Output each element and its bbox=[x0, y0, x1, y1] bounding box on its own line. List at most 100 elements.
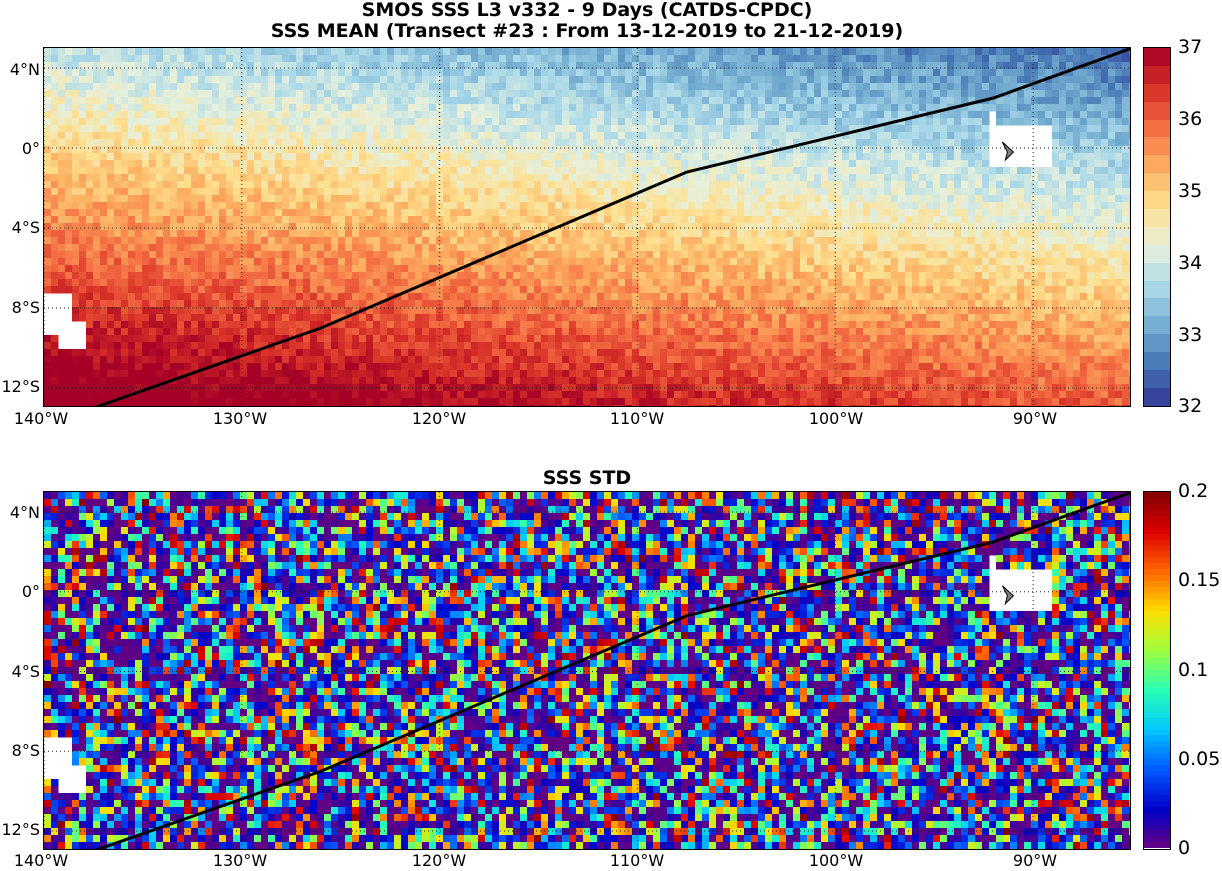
grid-cell bbox=[226, 83, 234, 91]
grid-cell bbox=[219, 146, 227, 154]
grid-cell bbox=[856, 139, 864, 147]
grid-cell bbox=[590, 223, 598, 231]
grid-cell bbox=[702, 153, 710, 161]
grid-cell bbox=[492, 76, 500, 84]
grid-cell bbox=[478, 251, 486, 259]
grid-cell bbox=[51, 97, 59, 105]
grid-cell bbox=[625, 209, 633, 217]
grid-cell bbox=[65, 223, 73, 231]
grid-cell bbox=[471, 118, 479, 126]
grid-cell bbox=[422, 76, 430, 84]
grid-cell bbox=[317, 146, 325, 154]
grid-cell bbox=[93, 69, 101, 77]
grid-cell bbox=[289, 69, 297, 77]
grid-cell bbox=[1059, 258, 1067, 266]
grid-cell bbox=[982, 55, 990, 63]
grid-cell bbox=[870, 125, 878, 133]
grid-cell bbox=[163, 188, 171, 196]
grid-cell bbox=[1108, 265, 1116, 273]
grid-cell bbox=[618, 216, 626, 224]
grid-cell bbox=[205, 251, 213, 259]
grid-cell bbox=[1087, 125, 1095, 133]
grid-cell bbox=[716, 223, 724, 231]
grid-cell bbox=[954, 48, 962, 56]
grid-cell bbox=[772, 174, 780, 182]
grid-cell bbox=[247, 153, 255, 161]
grid-cell bbox=[548, 188, 556, 196]
grid-cell bbox=[464, 230, 472, 238]
grid-cell bbox=[86, 237, 94, 245]
grid-cell bbox=[163, 76, 171, 84]
grid-cell bbox=[870, 202, 878, 210]
grid-cell bbox=[835, 48, 843, 56]
grid-cell bbox=[583, 230, 591, 238]
grid-cell bbox=[625, 139, 633, 147]
grid-cell bbox=[100, 188, 108, 196]
grid-cell bbox=[639, 230, 647, 238]
grid-cell bbox=[856, 104, 864, 112]
grid-cell bbox=[660, 146, 668, 154]
grid-cell bbox=[982, 153, 990, 161]
grid-cell bbox=[135, 195, 143, 203]
grid-cell bbox=[779, 55, 787, 63]
grid-cell bbox=[723, 76, 731, 84]
grid-cell bbox=[338, 139, 346, 147]
grid-cell bbox=[128, 118, 136, 126]
grid-cell bbox=[800, 55, 808, 63]
grid-cell bbox=[464, 188, 472, 196]
grid-cell bbox=[982, 83, 990, 91]
grid-cell bbox=[422, 237, 430, 245]
grid-cell bbox=[506, 83, 514, 91]
grid-cell bbox=[464, 237, 472, 245]
grid-cell bbox=[506, 258, 514, 266]
grid-cell bbox=[597, 244, 605, 252]
grid-cell bbox=[541, 83, 549, 91]
grid-cell bbox=[373, 216, 381, 224]
grid-cell bbox=[653, 146, 661, 154]
grid-cell bbox=[121, 195, 129, 203]
grid-cell bbox=[1101, 76, 1109, 84]
grid-cell bbox=[975, 62, 983, 70]
grid-cell bbox=[289, 167, 297, 175]
grid-cell bbox=[233, 153, 241, 161]
grid-cell bbox=[296, 55, 304, 63]
grid-cell bbox=[233, 202, 241, 210]
grid-cell bbox=[856, 237, 864, 245]
grid-cell bbox=[604, 146, 612, 154]
grid-cell bbox=[450, 216, 458, 224]
grid-cell bbox=[261, 174, 269, 182]
grid-cell bbox=[100, 48, 108, 56]
grid-cell bbox=[786, 146, 794, 154]
grid-cell bbox=[345, 188, 353, 196]
grid-cell bbox=[891, 146, 899, 154]
grid-cell bbox=[310, 111, 318, 119]
grid-cell bbox=[520, 104, 528, 112]
grid-cell bbox=[758, 104, 766, 112]
grid-cell bbox=[660, 118, 668, 126]
grid-cell bbox=[975, 76, 983, 84]
grid-cell bbox=[884, 216, 892, 224]
grid-cell bbox=[919, 76, 927, 84]
grid-cell bbox=[1031, 188, 1039, 196]
grid-cell bbox=[1073, 258, 1081, 266]
grid-cell bbox=[541, 111, 549, 119]
grid-cell bbox=[142, 167, 150, 175]
grid-cell bbox=[842, 244, 850, 252]
grid-cell bbox=[226, 62, 234, 70]
grid-cell bbox=[639, 223, 647, 231]
grid-cell bbox=[422, 160, 430, 168]
grid-cell bbox=[660, 111, 668, 119]
grid-cell bbox=[527, 167, 535, 175]
grid-cell bbox=[940, 90, 948, 98]
grid-cell bbox=[331, 174, 339, 182]
grid-cell bbox=[730, 223, 738, 231]
grid-cell bbox=[184, 90, 192, 98]
grid-cell bbox=[1101, 209, 1109, 217]
grid-cell bbox=[821, 258, 829, 266]
grid-cell bbox=[373, 139, 381, 147]
grid-cell bbox=[534, 132, 542, 140]
grid-cell bbox=[786, 118, 794, 126]
grid-cell bbox=[408, 160, 416, 168]
grid-cell bbox=[387, 181, 395, 189]
grid-cell bbox=[219, 216, 227, 224]
